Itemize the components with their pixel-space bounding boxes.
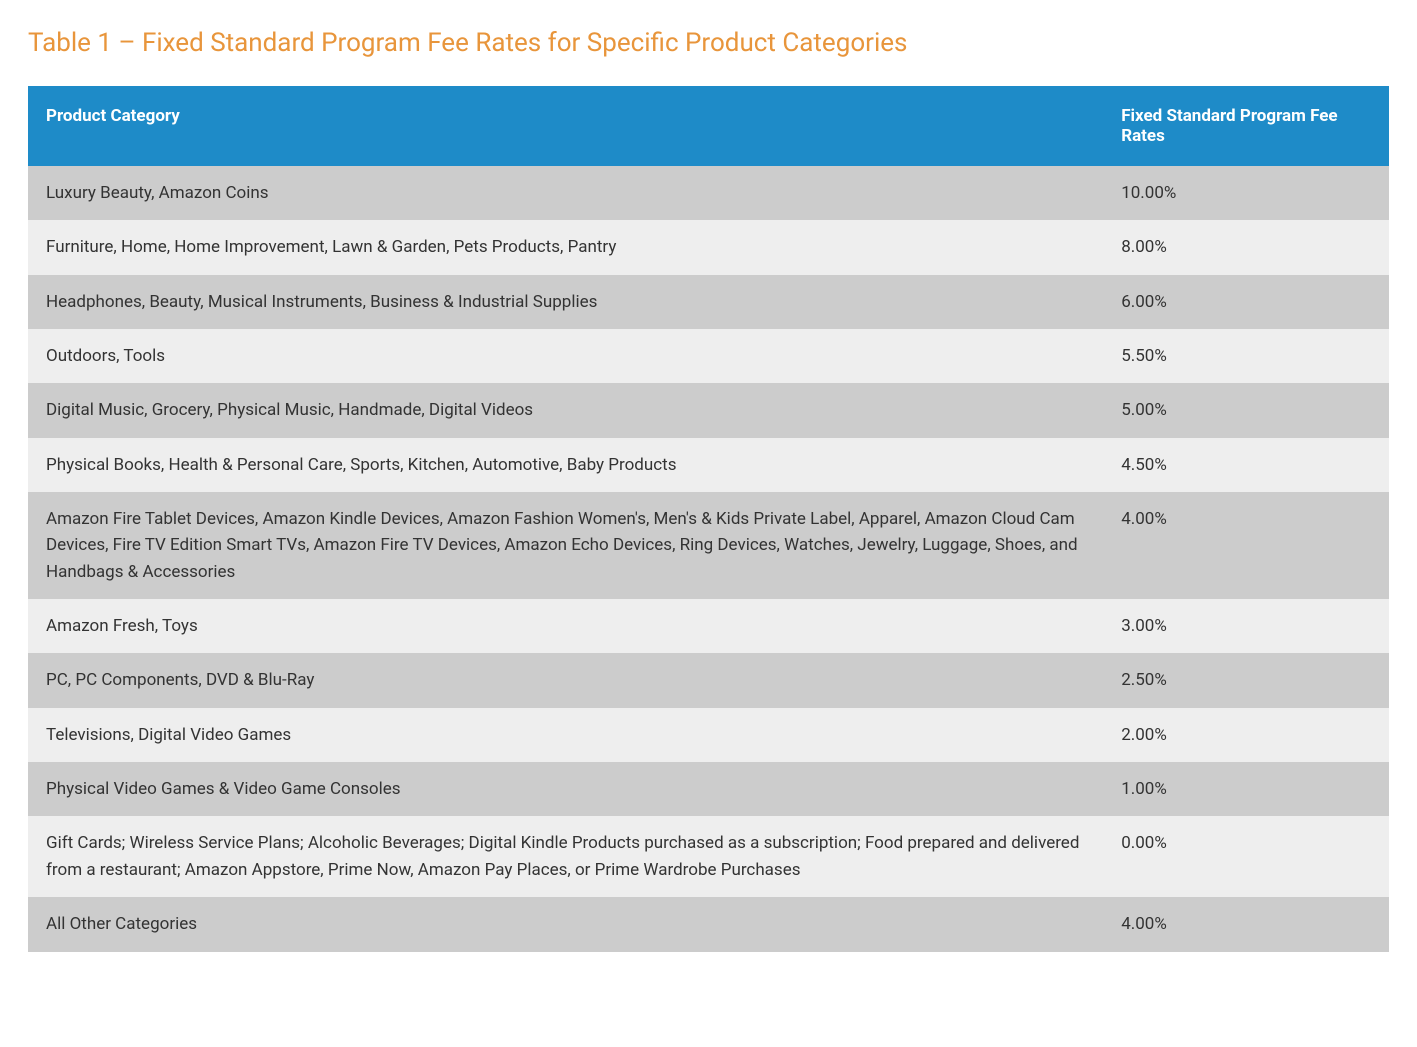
column-header-category: Product Category bbox=[28, 86, 1103, 166]
cell-category: Digital Music, Grocery, Physical Music, … bbox=[28, 383, 1103, 437]
cell-category: Gift Cards; Wireless Service Plans; Alco… bbox=[28, 816, 1103, 897]
cell-rate: 4.00% bbox=[1103, 492, 1389, 599]
cell-rate: 4.50% bbox=[1103, 438, 1389, 492]
cell-category: Amazon Fresh, Toys bbox=[28, 599, 1103, 653]
table-row: Digital Music, Grocery, Physical Music, … bbox=[28, 383, 1389, 437]
cell-rate: 1.00% bbox=[1103, 762, 1389, 816]
table-row: Physical Video Games & Video Game Consol… bbox=[28, 762, 1389, 816]
cell-rate: 10.00% bbox=[1103, 166, 1389, 220]
cell-category: Furniture, Home, Home Improvement, Lawn … bbox=[28, 220, 1103, 274]
table-header-row: Product Category Fixed Standard Program … bbox=[28, 86, 1389, 166]
cell-category: Physical Video Games & Video Game Consol… bbox=[28, 762, 1103, 816]
table-row: Physical Books, Health & Personal Care, … bbox=[28, 438, 1389, 492]
cell-category: Amazon Fire Tablet Devices, Amazon Kindl… bbox=[28, 492, 1103, 599]
cell-category: Televisions, Digital Video Games bbox=[28, 708, 1103, 762]
fee-rates-table: Product Category Fixed Standard Program … bbox=[28, 86, 1389, 952]
table-row: Outdoors, Tools5.50% bbox=[28, 329, 1389, 383]
cell-rate: 5.00% bbox=[1103, 383, 1389, 437]
cell-rate: 4.00% bbox=[1103, 897, 1389, 951]
cell-rate: 5.50% bbox=[1103, 329, 1389, 383]
cell-rate: 0.00% bbox=[1103, 816, 1389, 897]
table-row: Televisions, Digital Video Games2.00% bbox=[28, 708, 1389, 762]
table-row: Amazon Fresh, Toys3.00% bbox=[28, 599, 1389, 653]
column-header-rate: Fixed Standard Program Fee Rates bbox=[1103, 86, 1389, 166]
cell-rate: 8.00% bbox=[1103, 220, 1389, 274]
table-row: Gift Cards; Wireless Service Plans; Alco… bbox=[28, 816, 1389, 897]
cell-rate: 6.00% bbox=[1103, 275, 1389, 329]
table-row: Headphones, Beauty, Musical Instruments,… bbox=[28, 275, 1389, 329]
table-row: Furniture, Home, Home Improvement, Lawn … bbox=[28, 220, 1389, 274]
table-row: Luxury Beauty, Amazon Coins10.00% bbox=[28, 166, 1389, 220]
cell-rate: 2.00% bbox=[1103, 708, 1389, 762]
table-title: Table 1 – Fixed Standard Program Fee Rat… bbox=[28, 28, 1389, 58]
table-row: PC, PC Components, DVD & Blu-Ray2.50% bbox=[28, 653, 1389, 707]
cell-category: Headphones, Beauty, Musical Instruments,… bbox=[28, 275, 1103, 329]
table-row: Amazon Fire Tablet Devices, Amazon Kindl… bbox=[28, 492, 1389, 599]
cell-category: Physical Books, Health & Personal Care, … bbox=[28, 438, 1103, 492]
cell-category: PC, PC Components, DVD & Blu-Ray bbox=[28, 653, 1103, 707]
cell-rate: 3.00% bbox=[1103, 599, 1389, 653]
cell-rate: 2.50% bbox=[1103, 653, 1389, 707]
table-row: All Other Categories4.00% bbox=[28, 897, 1389, 951]
cell-category: Luxury Beauty, Amazon Coins bbox=[28, 166, 1103, 220]
cell-category: Outdoors, Tools bbox=[28, 329, 1103, 383]
cell-category: All Other Categories bbox=[28, 897, 1103, 951]
